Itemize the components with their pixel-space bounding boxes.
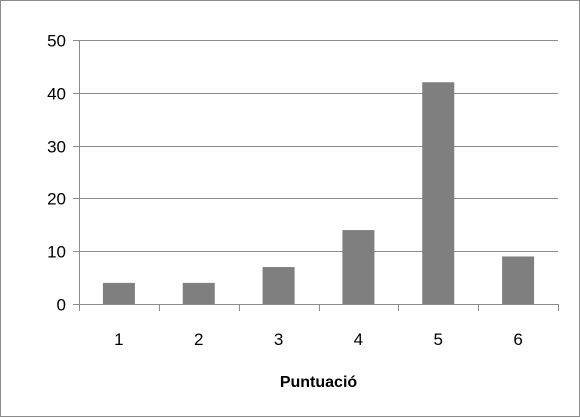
- y-tick-label: 50: [47, 32, 66, 51]
- y-tick-label: 30: [47, 138, 66, 157]
- x-tick-label: 1: [114, 330, 123, 349]
- x-tick-labels: 1 2 3 4 5 6: [114, 330, 523, 349]
- bar: [262, 267, 295, 304]
- axes: [73, 40, 559, 311]
- y-tick-labels: 0 10 20 30 40 50: [47, 32, 66, 315]
- bars: [102, 82, 535, 305]
- bar: [422, 82, 455, 305]
- bar: [102, 282, 135, 304]
- x-tick-label: 2: [194, 330, 203, 349]
- x-tick-label: 3: [274, 330, 283, 349]
- y-tick-label: 0: [57, 296, 66, 315]
- y-tick-label: 40: [47, 85, 66, 104]
- gridlines: [79, 40, 558, 252]
- bar: [502, 256, 535, 304]
- y-tick-label: 20: [47, 190, 66, 209]
- bar: [342, 230, 375, 304]
- x-tick-label: 5: [434, 330, 443, 349]
- x-tick-label: 6: [513, 330, 522, 349]
- bar: [182, 282, 215, 304]
- y-tick-label: 10: [47, 243, 66, 262]
- x-axis-title: Puntuació: [280, 374, 358, 391]
- x-tick-label: 4: [354, 330, 363, 349]
